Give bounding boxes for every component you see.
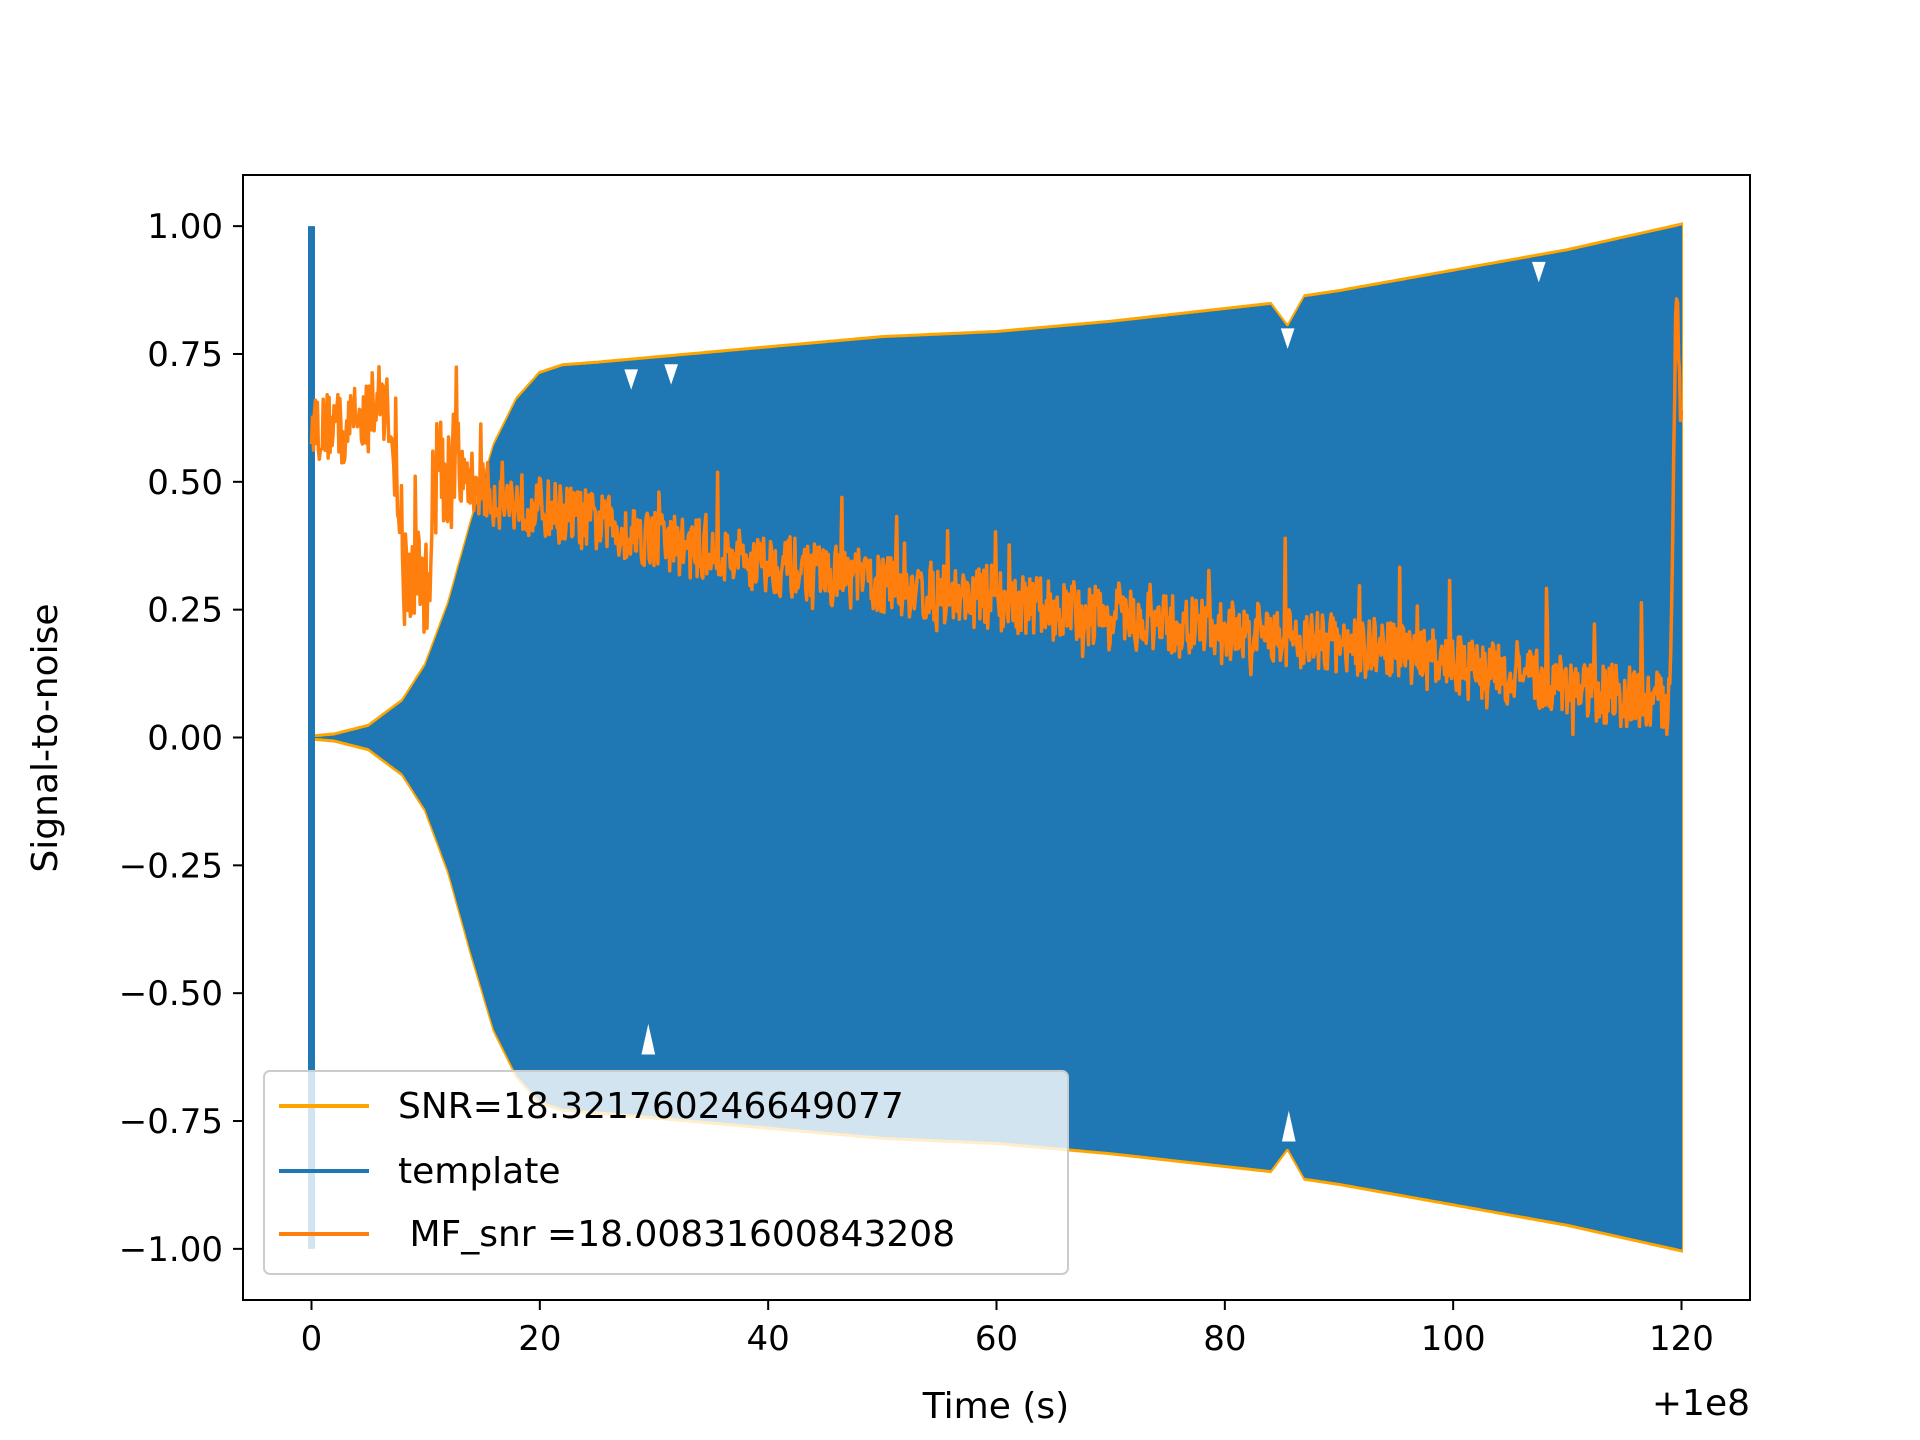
legend-label-snr: SNR=18.321760246649077 — [398, 1086, 904, 1127]
legend-label-mf-snr: MF_snr =18.00831600843208 — [398, 1214, 955, 1255]
template-gap — [664, 364, 678, 385]
x-axis-label: Time (s) — [922, 1386, 1069, 1427]
y-axis-ticks: 1.00 0.75 0.50 0.25 0.00 −0.25 −0.50 −0.75 −1.00 — [119, 207, 243, 1270]
y-tick-label: 1.00 — [147, 207, 223, 247]
y-tick-label: 0.75 — [147, 335, 223, 375]
x-tick-label: 100 — [1421, 1319, 1486, 1359]
x-tick-label: 20 — [518, 1319, 561, 1359]
template-gap — [1280, 328, 1295, 349]
y-tick-label: 0.00 — [147, 719, 223, 759]
template-gap — [641, 1023, 656, 1055]
plot-content — [308, 222, 1684, 1253]
y-tick-label: −0.25 — [119, 846, 223, 886]
template-gap — [1281, 1110, 1296, 1142]
template-gap — [1531, 261, 1546, 283]
legend: SNR=18.321760246649077 template MF_snr =… — [263, 1070, 1069, 1275]
x-tick-label: 60 — [975, 1319, 1018, 1359]
y-tick-label: −0.75 — [119, 1102, 223, 1142]
legend-box — [263, 1070, 1069, 1275]
y-tick-label: 0.50 — [147, 463, 223, 503]
mf-snr-line — [309, 297, 1684, 737]
y-axis-label: Signal-to-noise — [25, 603, 66, 872]
x-tick-label: 120 — [1649, 1319, 1714, 1359]
x-axis-ticks: 0 20 40 60 80 100 120 — [301, 1300, 1714, 1359]
y-tick-label: −1.00 — [119, 1230, 223, 1270]
y-tick-label: −0.50 — [119, 974, 223, 1014]
legend-label-template: template — [398, 1151, 561, 1192]
template-gap — [624, 369, 639, 390]
x-tick-label: 0 — [301, 1319, 323, 1359]
x-tick-label: 80 — [1203, 1319, 1246, 1359]
x-axis-offset-label: +1e8 — [1652, 1383, 1750, 1424]
x-tick-label: 40 — [747, 1319, 790, 1359]
y-tick-label: 0.25 — [147, 591, 223, 631]
